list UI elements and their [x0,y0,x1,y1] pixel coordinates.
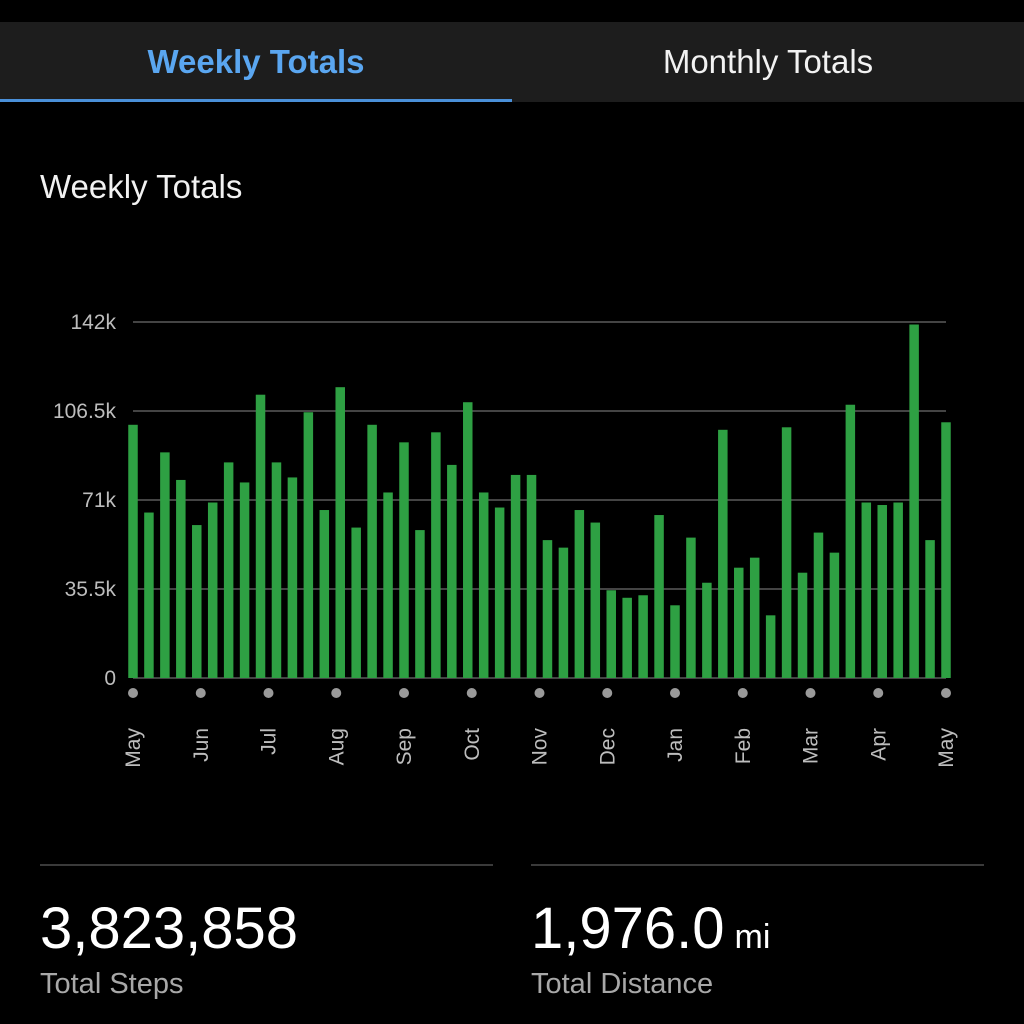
bar [303,412,314,678]
bar [845,404,856,678]
bar [160,452,170,678]
bar [447,464,457,678]
bar [463,402,473,678]
bar [590,522,601,678]
bar [478,492,489,678]
bar [765,615,776,678]
bar [877,505,887,678]
total-distance-label: Total Distance [531,968,714,1000]
y-tick-label: 35.5k [65,578,117,601]
bar [526,474,537,678]
y-tick-label: 0 [104,667,116,690]
total-distance: 1,976.0 mi [531,895,770,962]
total-distance-unit: mi [734,918,771,956]
bar [367,424,377,678]
weekly-totals-chart: 0 35.5k 71k 106.5k 142k May Jun Jul Aug Sep Oct No… [53,311,958,768]
steps-divider [40,864,493,866]
tab-bar: Weekly Totals Monthly Totals [0,22,1024,102]
bar [734,567,744,678]
bar [749,557,760,678]
bar [542,540,553,678]
tab-monthly-totals[interactable]: Monthly Totals [662,43,874,80]
bar [893,502,903,678]
bar [431,432,441,678]
bar [207,502,218,678]
bar [574,510,585,678]
x-tick-label: Nov [529,728,552,766]
bar [494,507,505,678]
bar [351,527,361,678]
bar [415,530,425,678]
bar [670,605,680,678]
bar [781,427,792,678]
bar [861,502,872,678]
x-tick-label: Feb [732,728,755,764]
x-tick-label: Oct [461,728,484,761]
bar [622,597,632,678]
bar [558,547,569,678]
month-tick-dot [805,688,816,698]
status-strip [0,0,1024,22]
bar [941,422,951,678]
bar [686,537,696,678]
month-tick-dot [128,688,138,698]
bar [829,552,840,678]
bar [797,572,808,678]
total-steps-label: Total Steps [40,968,184,1000]
month-tick-dot [331,688,342,698]
month-tick-dot [737,688,748,698]
bar [510,474,521,678]
bar [287,477,298,678]
bar [176,479,186,678]
distance-divider [531,864,984,866]
x-tick-label: Jul [258,728,281,755]
bar [255,394,266,678]
bar [383,492,393,678]
month-tick-dot [195,688,206,698]
bar [813,532,824,678]
section-title: Weekly Totals [40,168,243,205]
x-tick-label: Mar [800,728,823,764]
bar [925,540,935,678]
bar [335,387,345,678]
x-tick-label: Sep [393,728,416,765]
bar [654,515,664,678]
month-tick-dot [941,688,951,698]
x-tick-label: Dec [596,728,619,765]
y-tick-label: 71k [82,489,116,512]
bar [319,510,330,678]
bar [223,462,234,678]
bar [702,582,712,678]
bar [144,512,154,678]
bar [271,462,282,678]
bar [638,595,648,678]
month-tick-dot [670,688,680,698]
x-tick-label: May [122,728,145,768]
month-tick-dot [873,688,884,698]
month-tick-dot [399,688,409,698]
month-tick-dot [602,688,613,698]
x-tick-label: Aug [325,728,348,765]
x-tick-label: Apr [867,728,890,761]
bar [606,590,616,678]
bar [399,442,409,678]
x-tick-label: May [935,728,958,768]
tab-weekly-totals[interactable]: Weekly Totals [0,22,512,102]
total-steps-value: 3,823,858 [40,896,299,961]
bar [239,482,250,678]
bar [192,525,202,678]
y-tick-label: 142k [70,311,116,334]
x-tick-label: Jun [190,728,213,762]
y-tick-label: 106.5k [53,400,117,423]
bar [718,429,728,678]
total-distance-value: 1,976.0 [531,896,725,961]
x-tick-label: Jan [664,728,687,762]
month-tick-dot [263,688,274,698]
bar [128,424,138,678]
month-tick-dot [466,688,477,698]
bar [909,324,919,678]
month-tick-dot [534,688,545,698]
